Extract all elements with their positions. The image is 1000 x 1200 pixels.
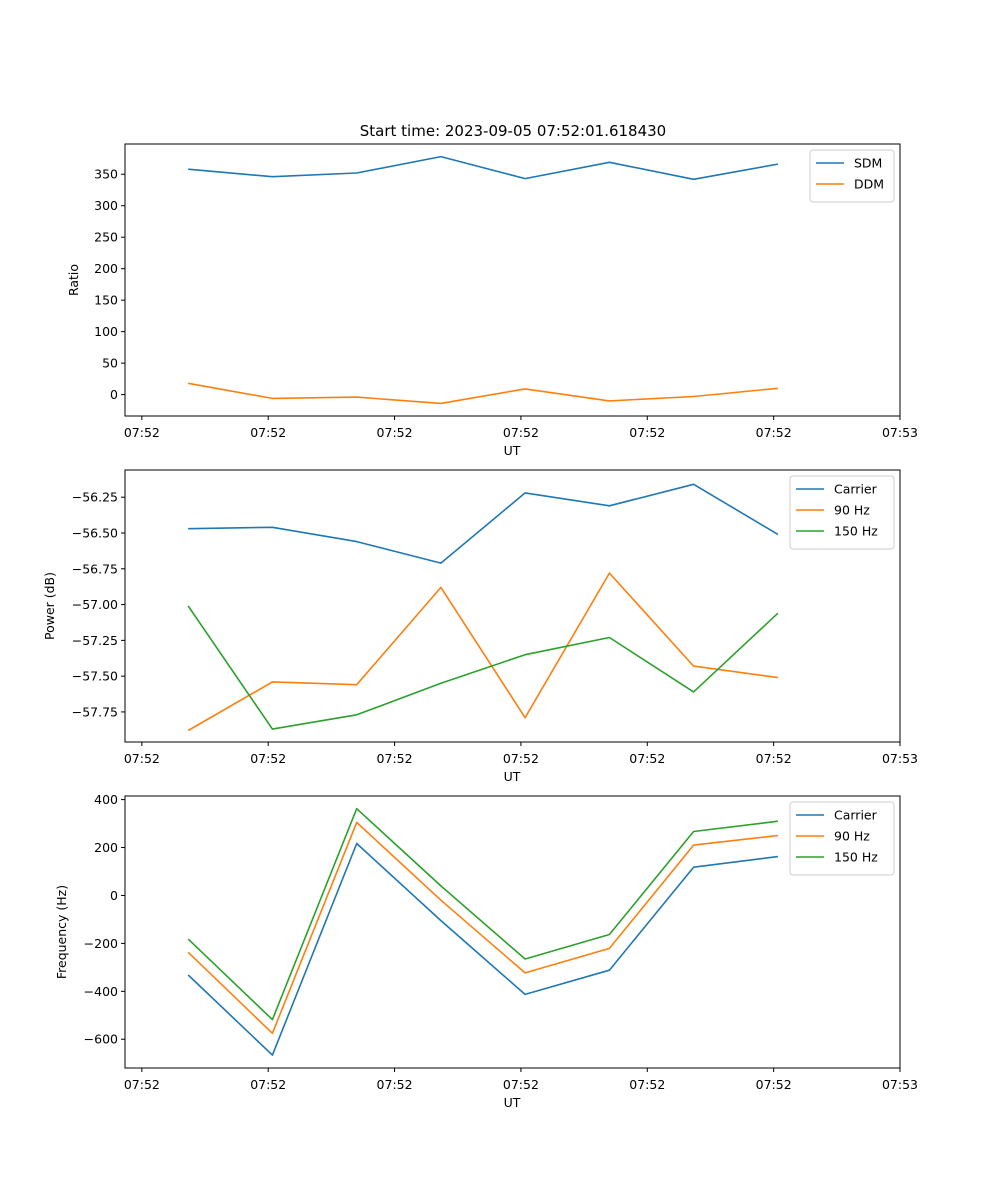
x-tick-label: 07:52: [377, 751, 413, 766]
x-tick-label: 07:52: [250, 1077, 286, 1092]
y-tick-label: 150: [94, 293, 118, 308]
x-axis-label: UT: [504, 769, 521, 784]
x-tick-label: 07:52: [629, 425, 665, 440]
y-tick-label: 0: [110, 888, 118, 903]
axes-frame: [124, 143, 901, 417]
series-line-90-hz: [187, 821, 778, 1035]
x-tick-label: 07:52: [250, 425, 286, 440]
x-tick-label: 07:52: [377, 425, 413, 440]
y-axis-label: Power (dB): [42, 572, 57, 640]
legend-label: 90 Hz: [834, 829, 870, 844]
y-tick-label: 0: [110, 387, 118, 402]
x-axis-label: UT: [504, 443, 521, 458]
x-tick-label: 07:52: [629, 1077, 665, 1092]
chart-panel-1: 0 50 100 150 200 250 300 350 07:52 07:52 07:52 07:5…: [66, 143, 918, 458]
x-tick-label: 07:52: [503, 425, 539, 440]
legend: Carrier 90 Hz 150 Hz: [789, 475, 895, 550]
series-line-150-hz: [187, 807, 778, 1021]
y-tick-label: 400: [94, 792, 118, 807]
axes-frame: [124, 795, 901, 1069]
y-tick-label: −56.50: [72, 525, 118, 540]
legend: SDM DDM: [809, 149, 895, 203]
x-tick-label: 07:52: [756, 751, 792, 766]
y-tick-label: 50: [102, 356, 118, 371]
y-tick-label: 200: [94, 261, 118, 276]
legend: Carrier 90 Hz 150 Hz: [789, 801, 895, 876]
x-tick-label: 07:52: [124, 1077, 160, 1092]
x-tick-label: 07:53: [882, 751, 918, 766]
y-tick-label: −400: [84, 984, 118, 999]
chart-panel-2: −57.75 −57.50 −57.25 −57.00 −56.75 −56.50 −56.…: [42, 469, 918, 784]
series-line-ddm: [188, 382, 778, 405]
x-tick-label: 07:53: [882, 1077, 918, 1092]
x-tick-label: 07:53: [882, 425, 918, 440]
y-tick-label: −57.25: [72, 633, 118, 648]
y-tick-label: −57.50: [72, 669, 118, 684]
axes-frame: [124, 469, 901, 743]
y-tick-label: −56.25: [72, 490, 118, 505]
figure-title: Start time: 2023-09-05 07:52:01.618430: [360, 122, 666, 140]
x-axis-label: UT: [504, 1095, 521, 1110]
y-tick-label: 350: [94, 167, 118, 182]
x-tick-label: 07:52: [629, 751, 665, 766]
x-tick-label: 07:52: [503, 1077, 539, 1092]
x-tick-label: 07:52: [756, 425, 792, 440]
y-tick-label: −600: [84, 1032, 118, 1047]
chart-panel-3: −600 −400 −200 0 200 400 07:52 07:52 07:52 07:52 0…: [54, 792, 918, 1110]
x-tick-label: 07:52: [124, 751, 160, 766]
y-axis-label: Ratio: [66, 264, 81, 296]
x-tick-label: 07:52: [377, 1077, 413, 1092]
legend-label: DDM: [854, 177, 884, 192]
y-tick-label: −200: [84, 936, 118, 951]
x-tick-label: 07:52: [250, 751, 286, 766]
x-tick-label: 07:52: [503, 751, 539, 766]
series-line-150-hz: [187, 605, 779, 730]
legend-label: SDM: [854, 156, 882, 171]
y-tick-label: −57.75: [72, 704, 118, 719]
legend-label: 150 Hz: [834, 850, 878, 865]
x-tick-label: 07:52: [124, 425, 160, 440]
series-line-90-hz: [187, 572, 779, 732]
y-axis-label: Frequency (Hz): [54, 885, 69, 979]
y-tick-label: 100: [94, 324, 118, 339]
y-tick-label: 200: [94, 840, 118, 855]
series-line-carrier: [188, 483, 779, 564]
y-tick-label: 300: [94, 198, 118, 213]
legend-label: Carrier: [834, 482, 878, 497]
y-tick-label: −57.00: [72, 597, 118, 612]
y-tick-label: −56.75: [72, 561, 118, 576]
series-line-carrier: [187, 842, 778, 1056]
y-tick-label: 250: [94, 230, 118, 245]
legend-label: 150 Hz: [834, 524, 878, 539]
legend-label: 90 Hz: [834, 503, 870, 518]
x-tick-label: 07:52: [756, 1077, 792, 1092]
legend-label: Carrier: [834, 808, 878, 823]
series-line-sdm: [188, 155, 779, 181]
